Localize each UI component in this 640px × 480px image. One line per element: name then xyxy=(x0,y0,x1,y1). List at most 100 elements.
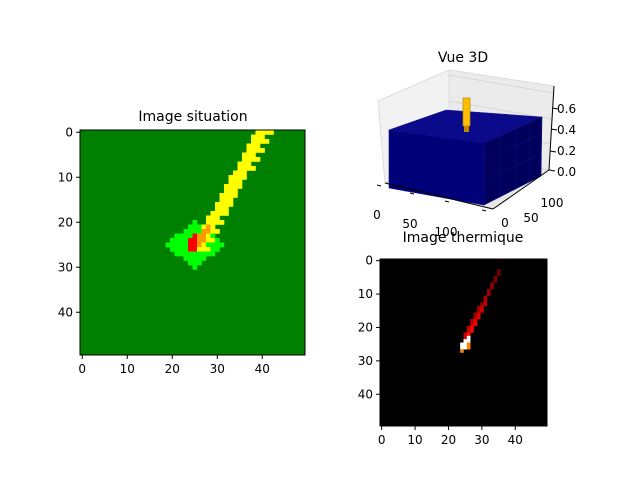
thermal-cell xyxy=(470,319,474,323)
situation-cell xyxy=(219,197,225,203)
situation-ticks: 0 10 20 30 40 0 10 20 30 40 xyxy=(58,125,270,376)
situation-cell xyxy=(228,179,234,185)
situation-cell xyxy=(246,148,252,153)
thermal-cell xyxy=(476,312,481,317)
thermal-cell xyxy=(463,342,468,347)
situation-cell xyxy=(215,247,220,252)
situation-cell xyxy=(210,247,216,252)
situation-cell xyxy=(246,152,252,158)
situation-cell xyxy=(251,148,256,153)
situation-cell xyxy=(201,224,207,230)
situation-xtick-label: 10 xyxy=(120,362,135,376)
thermal-cell xyxy=(473,322,478,327)
situation-cell xyxy=(219,202,225,207)
thermal-ytick-label: 40 xyxy=(358,387,373,401)
situation-cell xyxy=(183,251,189,257)
situation-image xyxy=(80,130,305,355)
situation-cell xyxy=(242,170,247,176)
situation-cell xyxy=(210,211,216,216)
thermal-cell xyxy=(466,345,471,350)
view3d-ztick-label: 0.2 xyxy=(557,144,576,158)
situation-cell xyxy=(206,233,211,239)
thermal-cell xyxy=(476,315,481,320)
situation-cell xyxy=(192,251,198,257)
thermal-cell xyxy=(473,315,478,320)
thermal-xtick-label: 30 xyxy=(474,433,489,447)
situation-cell xyxy=(206,224,211,230)
view3d-y-axis xyxy=(492,169,550,210)
situation-ytick-label: 20 xyxy=(58,215,73,229)
situation-cell xyxy=(170,238,175,243)
situation-cell xyxy=(269,130,274,135)
thermal-cell xyxy=(476,305,481,310)
situation-cell xyxy=(179,233,184,239)
situation-cell xyxy=(197,256,202,261)
situation-cell xyxy=(255,139,261,144)
situation-cell xyxy=(188,256,193,261)
view3d-xtick-label: 0 xyxy=(373,208,381,222)
situation-cell xyxy=(206,238,211,243)
situation-cell xyxy=(201,251,207,257)
situation-cell xyxy=(215,202,220,207)
situation-xtick-label: 20 xyxy=(165,362,180,376)
situation-cell xyxy=(197,242,202,248)
situation-ytick-label: 40 xyxy=(58,305,73,319)
thermal-cell xyxy=(466,325,471,330)
thermal-xtick-label: 40 xyxy=(508,433,523,447)
situation-cell xyxy=(183,233,189,239)
thermal-cell xyxy=(496,272,501,276)
situation-cell xyxy=(228,175,234,180)
situation-cell xyxy=(201,256,207,261)
situation-cell xyxy=(255,143,261,149)
situation-cell xyxy=(210,238,216,243)
situation-cell xyxy=(242,166,247,171)
situation-cell xyxy=(233,175,238,180)
situation-cell xyxy=(228,197,234,203)
view3d-ztick-label: 0.4 xyxy=(557,123,576,137)
situation-cell xyxy=(183,247,189,252)
situation-cell xyxy=(192,260,198,266)
situation-cell xyxy=(174,238,180,243)
situation-cell xyxy=(206,229,211,234)
situation-cell xyxy=(206,242,211,248)
situation-cell xyxy=(224,197,229,203)
thermal-ticks: 0 10 20 30 40 0 10 20 30 40 xyxy=(358,254,523,447)
thermal-cell xyxy=(466,332,471,337)
situation-cell xyxy=(170,242,175,248)
view3d-hot-column-base xyxy=(464,126,469,132)
thermal-title: Image thermique xyxy=(403,230,524,246)
thermal-cell xyxy=(480,302,484,307)
situation-cell xyxy=(192,233,198,239)
view3d-x-axis xyxy=(384,182,494,210)
view3d-z-axis xyxy=(548,85,555,171)
situation-cell xyxy=(260,148,265,153)
thermal-ytick-label: 10 xyxy=(358,287,373,301)
situation-cell xyxy=(188,238,193,243)
thermal-cell xyxy=(473,312,478,317)
situation-cell xyxy=(197,238,202,243)
situation-cell xyxy=(201,242,207,248)
situation-cell xyxy=(228,202,234,207)
situation-cell xyxy=(219,211,225,216)
view3d-hot-column xyxy=(462,97,471,127)
situation-cell xyxy=(260,139,265,144)
thermal-cell xyxy=(486,289,491,293)
situation-cell xyxy=(197,229,202,234)
situation-cell xyxy=(215,238,220,243)
situation-cell xyxy=(206,251,211,257)
situation-cell xyxy=(219,220,225,225)
situation-cell xyxy=(233,179,238,185)
situation-cell xyxy=(179,242,184,248)
situation-cell xyxy=(237,166,243,171)
situation-cell xyxy=(251,139,256,144)
situation-cell xyxy=(228,184,234,189)
situation-cell xyxy=(188,260,193,266)
situation-cell xyxy=(233,188,238,194)
situation-cell xyxy=(206,247,211,252)
situation-cell xyxy=(242,152,247,158)
situation-cell xyxy=(188,229,193,234)
situation-cell xyxy=(242,175,247,180)
situation-cell xyxy=(228,193,234,198)
situation-cell xyxy=(165,242,171,248)
situation-cell xyxy=(197,247,202,252)
